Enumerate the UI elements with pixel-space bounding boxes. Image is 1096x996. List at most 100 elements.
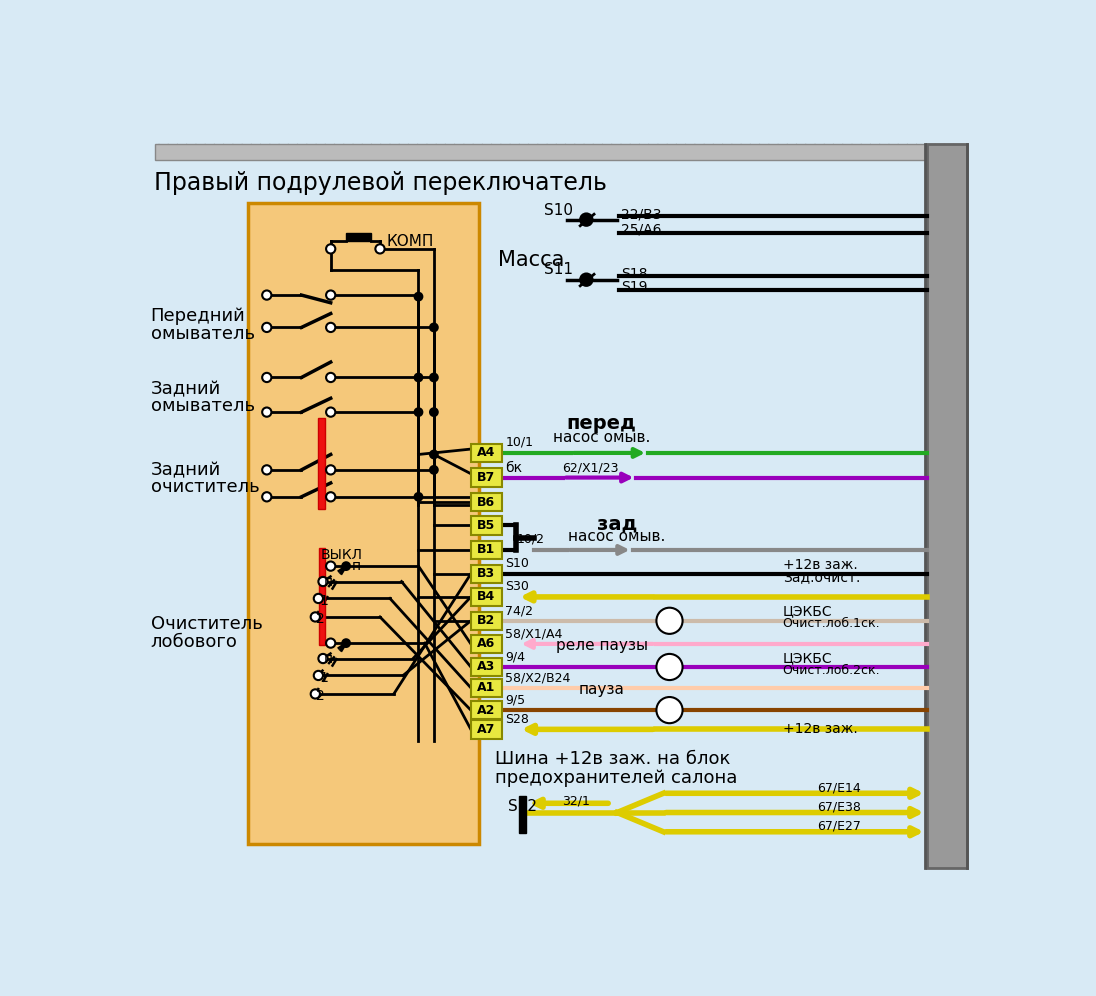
Circle shape [327, 291, 335, 300]
Bar [471, 701, 502, 719]
Bar [319, 548, 326, 644]
Circle shape [262, 465, 272, 474]
Circle shape [310, 689, 320, 698]
Text: 58/Х1/А4: 58/Х1/А4 [505, 627, 563, 640]
Circle shape [327, 407, 335, 416]
Text: 32/1: 32/1 [561, 795, 590, 808]
Circle shape [580, 274, 593, 286]
Text: КОМП: КОМП [386, 234, 434, 249]
Text: зад: зад [597, 514, 638, 533]
Circle shape [327, 638, 335, 647]
Circle shape [327, 492, 335, 501]
Text: 67/Е27: 67/Е27 [818, 820, 861, 833]
Circle shape [657, 654, 683, 680]
Text: S12: S12 [507, 799, 537, 814]
Circle shape [414, 408, 422, 416]
Text: B2: B2 [477, 615, 495, 627]
Text: 1: 1 [319, 670, 328, 685]
Circle shape [414, 293, 422, 301]
Text: Задний: Задний [150, 380, 220, 398]
Circle shape [327, 562, 335, 571]
Text: пауза: пауза [579, 682, 625, 697]
Text: насос омыв.: насос омыв. [553, 430, 650, 445]
Circle shape [313, 671, 323, 680]
Bar [471, 443, 502, 462]
Circle shape [310, 613, 320, 622]
Text: омыватель: омыватель [150, 325, 254, 343]
Text: 2: 2 [317, 689, 326, 703]
Bar [471, 541, 502, 559]
Text: S18: S18 [621, 267, 648, 281]
Text: ЦЭКБС: ЦЭКБС [783, 650, 832, 664]
Circle shape [327, 244, 335, 254]
Text: Шина +12в заж. на блок: Шина +12в заж. на блок [495, 750, 731, 768]
Text: п: п [323, 651, 333, 665]
Circle shape [342, 563, 350, 570]
Text: 74/2: 74/2 [505, 605, 534, 618]
Text: B1: B1 [477, 544, 495, 557]
Bar [471, 565, 502, 583]
Text: Передний: Передний [150, 307, 246, 325]
Text: Задний: Задний [150, 461, 220, 479]
Bar [471, 678, 502, 697]
Text: 58/Х2/В24: 58/Х2/В24 [505, 671, 571, 684]
Bar [318, 418, 324, 509]
Text: предохранителей салона: предохранителей салона [495, 769, 738, 787]
Text: ВЫКЛ: ВЫКЛ [320, 548, 363, 562]
Circle shape [327, 323, 335, 332]
Text: A7: A7 [477, 723, 495, 736]
Text: S19: S19 [621, 281, 648, 295]
Text: 10/1: 10/1 [505, 435, 534, 448]
Circle shape [657, 697, 683, 723]
Text: +12в заж.: +12в заж. [783, 558, 857, 572]
Bar [346, 233, 370, 241]
Text: B3: B3 [477, 568, 495, 581]
Circle shape [262, 323, 272, 332]
Bar [471, 493, 502, 512]
Circle shape [262, 407, 272, 416]
Text: п: п [352, 559, 361, 573]
Text: омыватель: омыватель [150, 397, 254, 415]
Bar [471, 588, 502, 607]
Text: Масса: Масса [498, 250, 564, 271]
Circle shape [430, 450, 437, 458]
Text: A2: A2 [477, 703, 495, 716]
Circle shape [262, 373, 272, 382]
Text: A4: A4 [477, 446, 495, 459]
Circle shape [657, 608, 683, 633]
Text: A1: A1 [477, 681, 495, 694]
Text: п: п [323, 575, 333, 589]
Text: A6: A6 [477, 637, 495, 650]
Bar [471, 634, 502, 653]
Text: лобового: лобового [150, 632, 238, 650]
Circle shape [318, 577, 328, 586]
Text: 22/В3: 22/В3 [621, 207, 662, 221]
Text: Очиститель: Очиститель [150, 615, 262, 632]
Bar [471, 720, 502, 739]
Bar [471, 468, 502, 487]
Text: S11: S11 [544, 262, 573, 277]
Text: B6: B6 [477, 496, 495, 509]
Text: Очист.лоб.1ск.: Очист.лоб.1ск. [783, 618, 880, 630]
Bar [927, 144, 967, 868]
Text: 9/4: 9/4 [505, 650, 525, 663]
Circle shape [430, 466, 437, 474]
Circle shape [430, 324, 437, 332]
Text: B5: B5 [477, 519, 495, 532]
Bar [471, 657, 502, 676]
Text: 9/5: 9/5 [505, 693, 526, 706]
Text: 67/Е38: 67/Е38 [818, 801, 861, 814]
Text: 62/Х1/23: 62/Х1/23 [561, 462, 618, 475]
Text: 25/А6: 25/А6 [621, 223, 662, 237]
Text: 2: 2 [317, 613, 326, 626]
Text: насос омыв.: насос омыв. [569, 529, 666, 544]
Circle shape [430, 408, 437, 416]
Text: S10: S10 [505, 558, 529, 571]
Text: 1: 1 [319, 594, 328, 608]
Text: перед: перед [567, 414, 637, 433]
Text: Правый подрулевой переключатель: Правый подрулевой переключатель [153, 170, 606, 194]
Circle shape [414, 493, 422, 501]
Circle shape [327, 373, 335, 382]
Bar [156, 144, 963, 159]
Text: 10/2: 10/2 [517, 533, 545, 546]
